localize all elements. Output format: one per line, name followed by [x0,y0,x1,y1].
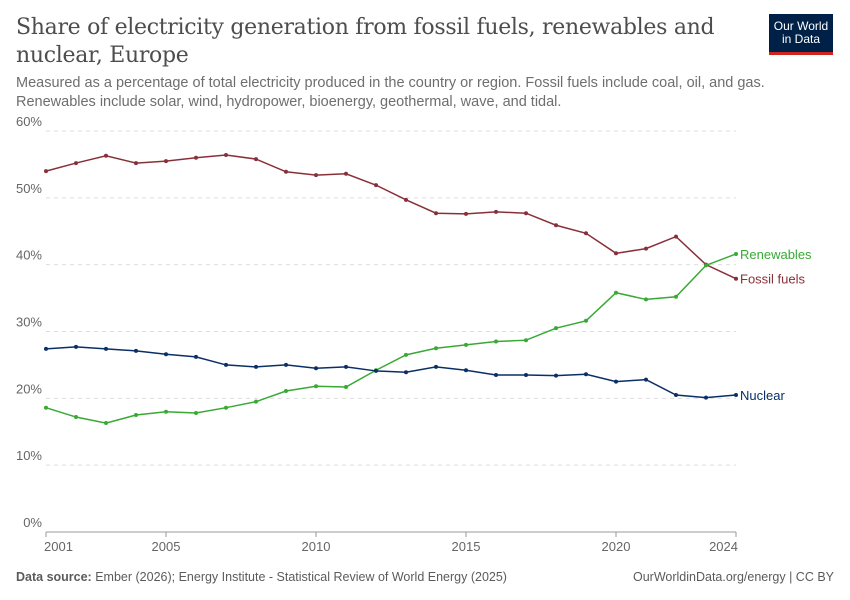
data-point [494,339,498,344]
data-point [584,372,588,377]
series-line-nuclear [45,346,737,399]
data-point [734,251,738,256]
data-point [164,352,168,357]
data-point [584,318,588,323]
x-tick-label: 2020 [602,539,631,554]
data-source: Data source: Ember (2026); Energy Instit… [16,570,507,584]
data-point [404,352,408,357]
data-point [674,294,678,299]
data-point [644,377,648,382]
data-point [44,405,48,410]
data-point [434,346,438,351]
data-point [44,346,48,351]
data-point [494,209,498,214]
data-point [134,348,138,353]
data-point [434,364,438,369]
data-point [194,411,198,416]
data-point [164,409,168,414]
logo-line-2: in Data [781,32,821,46]
owid-logo[interactable]: Our World in Data [769,14,833,55]
data-point [224,153,228,158]
data-point [254,157,258,162]
data-point [254,364,258,369]
data-point [224,362,228,367]
data-point [194,354,198,359]
data-point [554,223,558,228]
data-point [464,342,468,347]
series-line-renewables [45,253,737,424]
data-point [524,372,528,377]
data-point [374,183,378,188]
data-point [224,405,228,410]
data-point [644,297,648,302]
data-source-text: Ember (2026); Energy Institute - Statist… [91,570,507,584]
chart-subtitle: Measured as a percentage of total electr… [16,75,765,110]
data-point [434,211,438,216]
data-point [464,211,468,216]
data-point [104,153,108,158]
data-point [74,161,78,166]
chart-title: Share of electricity generation from fos… [16,15,715,68]
data-point [194,155,198,160]
data-point [314,366,318,371]
data-point [554,326,558,331]
data-point [644,246,648,251]
data-point [104,346,108,351]
y-tick-label: 0% [23,515,42,530]
series-label: Renewables [740,247,812,262]
data-point [404,197,408,202]
footer-link[interactable]: OurWorldinData.org/energy | CC BY [632,570,834,584]
y-tick-label: 20% [16,381,42,396]
data-point [254,399,258,404]
data-point [614,251,618,256]
series-label: Nuclear [740,388,785,403]
data-point [314,173,318,178]
data-point [704,395,708,400]
data-point [404,370,408,375]
data-point [74,344,78,349]
data-point [164,159,168,164]
data-point [74,415,78,420]
y-tick-label: 40% [16,248,42,263]
x-tick-label: 2010 [302,539,331,554]
x-tick-label: 2005 [152,539,181,554]
data-point [44,169,48,174]
x-tick-label: 2024 [709,539,738,554]
data-point [734,276,738,281]
data-point [284,169,288,174]
data-point [614,290,618,295]
data-point [104,421,108,426]
data-point [584,231,588,236]
data-point [524,338,528,343]
data-point [494,372,498,377]
y-tick-label: 30% [16,315,42,330]
data-point [554,373,558,378]
data-point [524,211,528,216]
data-point [674,234,678,239]
data-point [284,388,288,393]
data-point [704,263,708,268]
y-tick-label: 50% [16,181,42,196]
series-label: Fossil fuels [740,272,806,287]
data-point [614,379,618,384]
x-tick-label: 2015 [452,539,481,554]
data-point [284,362,288,367]
data-point [344,384,348,389]
data-point [344,364,348,369]
data-point [314,384,318,389]
data-point [134,413,138,418]
data-point [344,171,348,176]
data-point [674,392,678,397]
logo-line-1: Our World [773,19,829,33]
x-tick-label: 2001 [44,539,73,554]
data-source-label: Data source: [16,570,92,584]
data-point [734,392,738,397]
data-point [464,368,468,373]
data-point [134,161,138,166]
series-line-fossil-fuels [45,154,737,280]
data-point [374,368,378,373]
y-tick-label: 10% [16,448,42,463]
y-tick-label: 60% [16,114,42,129]
